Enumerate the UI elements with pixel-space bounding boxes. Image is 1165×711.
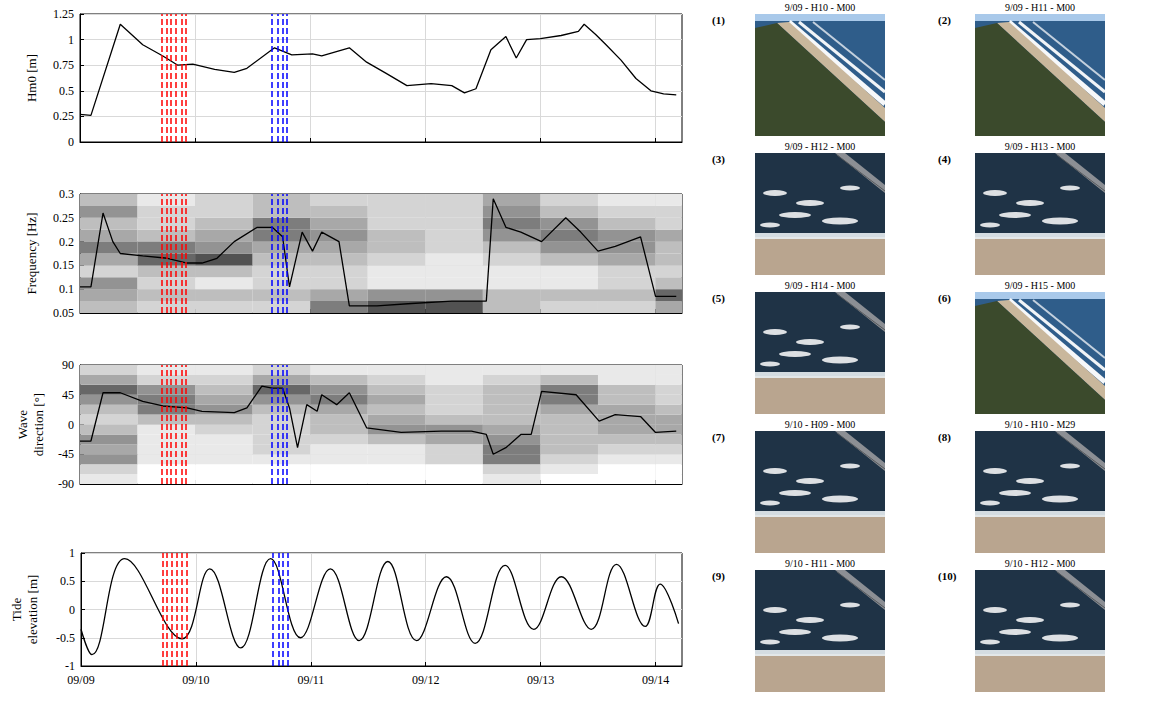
svg-text:(2): (2) [938, 14, 951, 27]
svg-text:1.25: 1.25 [53, 7, 74, 21]
svg-text:-90: -90 [58, 477, 74, 491]
svg-text:0.75: 0.75 [53, 58, 74, 72]
svg-text:(7): (7) [712, 431, 725, 444]
svg-text:0.1: 0.1 [59, 282, 74, 296]
svg-text:Wave: Wave [15, 410, 30, 439]
svg-text:0: 0 [68, 418, 74, 432]
svg-text:(4): (4) [938, 153, 951, 166]
svg-text:9/09 - H13 - M00: 9/09 - H13 - M00 [1005, 141, 1076, 152]
svg-text:elevation [m]: elevation [m] [25, 575, 40, 645]
svg-text:(3): (3) [712, 153, 725, 166]
svg-text:-45: -45 [58, 447, 74, 461]
svg-text:0.15: 0.15 [53, 258, 74, 272]
svg-text:Tide: Tide [9, 598, 24, 622]
svg-text:9/09 - H12 - M00: 9/09 - H12 - M00 [785, 141, 856, 152]
svg-text:(8): (8) [938, 431, 951, 444]
svg-text:-1: -1 [65, 659, 75, 673]
svg-text:09/12: 09/12 [412, 673, 439, 687]
svg-text:0.5: 0.5 [59, 84, 74, 98]
svg-text:09/10: 09/10 [182, 673, 209, 687]
svg-text:(9): (9) [712, 570, 725, 583]
svg-text:0.5: 0.5 [60, 574, 75, 588]
svg-text:45: 45 [62, 388, 74, 402]
svg-text:0.25: 0.25 [53, 211, 74, 225]
svg-text:Hm0 [m]: Hm0 [m] [24, 54, 39, 102]
svg-text:09/09: 09/09 [67, 673, 94, 687]
svg-text:-0.5: -0.5 [56, 631, 75, 645]
svg-text:9/09 - H14 - M00: 9/09 - H14 - M00 [785, 280, 856, 291]
svg-text:0.3: 0.3 [59, 187, 74, 201]
svg-text:direction [°]: direction [°] [31, 393, 46, 456]
svg-text:1: 1 [69, 546, 75, 560]
svg-text:(5): (5) [712, 292, 725, 305]
svg-text:09/11: 09/11 [297, 673, 324, 687]
svg-text:9/10 - H11 - M00: 9/10 - H11 - M00 [785, 558, 855, 569]
svg-text:9/10 - H09 - M00: 9/10 - H09 - M00 [785, 419, 856, 430]
svg-text:9/10 - H12 - M00: 9/10 - H12 - M00 [1005, 558, 1076, 569]
svg-text:09/14: 09/14 [642, 673, 669, 687]
svg-text:9/09 - H10 - M00: 9/09 - H10 - M00 [785, 2, 856, 13]
svg-text:09/13: 09/13 [527, 673, 554, 687]
svg-text:0: 0 [68, 135, 74, 149]
svg-text:(1): (1) [712, 14, 725, 27]
svg-text:0.05: 0.05 [53, 306, 74, 320]
svg-text:Frequency [Hz]: Frequency [Hz] [24, 213, 39, 295]
svg-text:0: 0 [69, 603, 75, 617]
svg-text:9/09 - H11 - M00: 9/09 - H11 - M00 [1005, 2, 1075, 13]
svg-text:0.25: 0.25 [53, 109, 74, 123]
svg-text:(6): (6) [938, 292, 951, 305]
svg-text:1: 1 [68, 33, 74, 47]
svg-text:9/09 - H15 - M00: 9/09 - H15 - M00 [1005, 280, 1076, 291]
svg-text:(10): (10) [938, 570, 957, 583]
svg-text:0.2: 0.2 [59, 235, 74, 249]
svg-text:90: 90 [62, 358, 74, 372]
svg-text:9/10 - H10 - M29: 9/10 - H10 - M29 [1005, 419, 1076, 430]
